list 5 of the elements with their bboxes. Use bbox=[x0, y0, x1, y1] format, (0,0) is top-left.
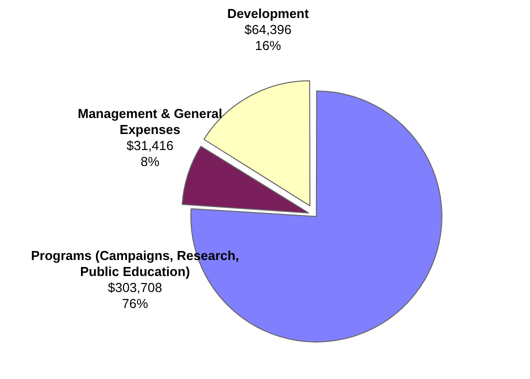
data-label: $64,396 16% bbox=[244, 22, 292, 54]
slice-label: Development bbox=[227, 6, 310, 22]
data-label: $303,708 76% bbox=[108, 280, 162, 312]
data-label: $31,416 8% bbox=[126, 138, 174, 170]
slice-label: Management & General Expenses bbox=[78, 106, 222, 138]
